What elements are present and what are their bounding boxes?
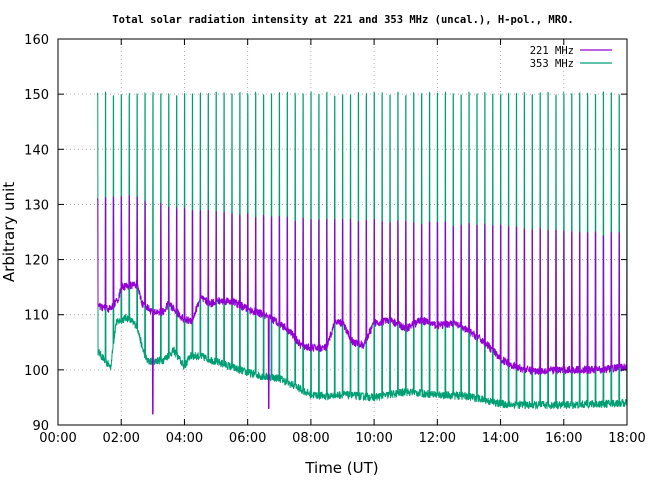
series-lines: [97, 91, 628, 415]
ticks: [57, 38, 628, 426]
y-tick-label: 150: [24, 88, 49, 103]
x-tick-label: 00:00: [39, 431, 76, 446]
x-tick-label: 14:00: [482, 431, 519, 446]
y-tick-label: 90: [32, 419, 49, 434]
x-axis-label: Time (UT): [304, 459, 378, 477]
legend-label: 353 MHz: [530, 58, 574, 70]
x-tick-label: 12:00: [419, 431, 456, 446]
x-tick-label: 02:00: [102, 431, 139, 446]
y-tick-label: 120: [24, 254, 49, 269]
y-tick-label: 130: [24, 198, 49, 213]
x-tick-label: 06:00: [229, 431, 266, 446]
x-tick-labels: 00:00 02:00 04:00 06:00 08:00 10:00 12:00 14:00…: [39, 431, 645, 446]
x-tick-label: 16:00: [545, 431, 582, 446]
y-axis-label: Arbitrary unit: [0, 182, 18, 282]
series-line-221-mhz: [97, 195, 628, 415]
plot-frame: [57, 38, 628, 426]
y-tick-label: 160: [24, 33, 49, 48]
x-tick-label: 10:00: [355, 431, 392, 446]
y-tick-labels: 90 100 110 120 130 140 150 160: [24, 33, 49, 434]
series-line-353-mhz: [97, 91, 628, 410]
y-tick-label: 110: [24, 309, 49, 324]
legend-label: 221 MHz: [530, 45, 574, 57]
y-tick-label: 100: [24, 364, 49, 379]
x-tick-label: 08:00: [292, 431, 329, 446]
x-tick-label: 04:00: [166, 431, 203, 446]
chart-title: Total solar radiation intensity at 221 a…: [112, 14, 573, 26]
x-tick-label: 18:00: [608, 431, 645, 446]
y-tick-label: 140: [24, 143, 49, 158]
